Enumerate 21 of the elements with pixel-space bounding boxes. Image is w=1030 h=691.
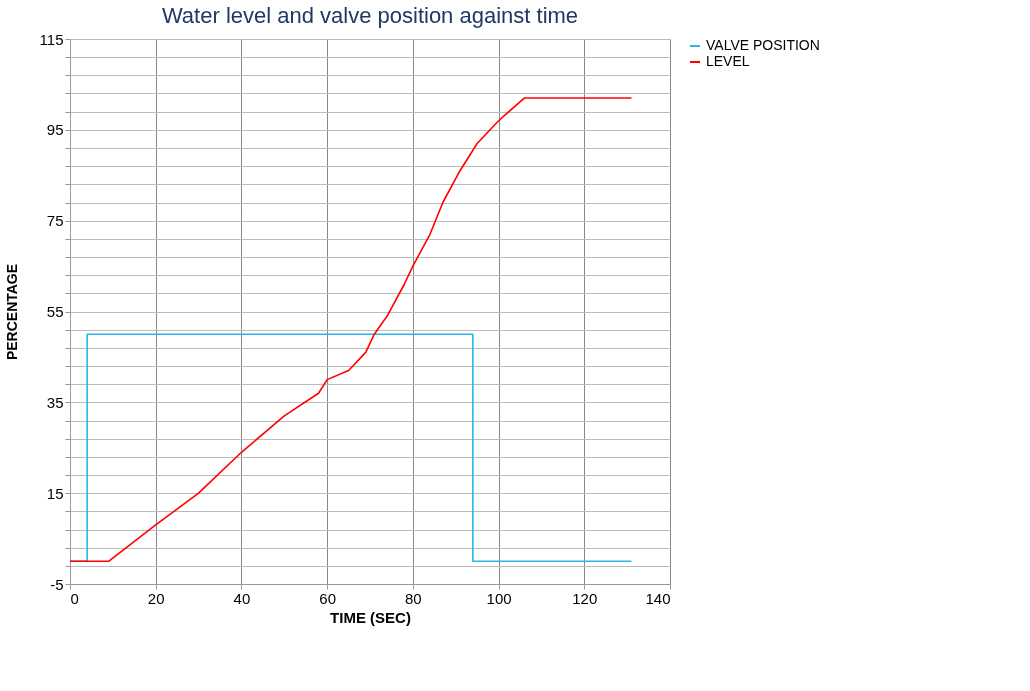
- line-series: [69, 97, 633, 563]
- x-axis-title: TIME (SEC): [330, 608, 411, 626]
- x-tick-label: 40: [233, 589, 251, 607]
- y-tick-label: 115: [39, 30, 64, 48]
- y-axis-title: PERCENTAGE: [3, 263, 20, 361]
- x-tick-label: 20: [147, 589, 165, 607]
- x-tick-label: 0: [70, 589, 79, 607]
- x-tick-label: 80: [405, 589, 422, 607]
- y-tick-label: 95: [46, 121, 64, 139]
- y-tick-label: 15: [46, 484, 64, 502]
- x-tick-label: 120: [572, 589, 598, 607]
- y-tick-label: 35: [46, 393, 64, 411]
- chart-title: Water level and valve position against time: [161, 3, 579, 28]
- legend-label: LEVEL: [706, 53, 750, 69]
- y-tick-label: -5: [50, 575, 64, 593]
- x-tick-label: 100: [486, 589, 512, 607]
- x-tick-label: 60: [319, 589, 336, 607]
- y-tick-label: 55: [46, 303, 64, 320]
- x-tick-label: 140: [645, 589, 671, 607]
- y-tick-label: 75: [46, 212, 64, 230]
- legend-label: VALVE POSITION: [706, 37, 820, 53]
